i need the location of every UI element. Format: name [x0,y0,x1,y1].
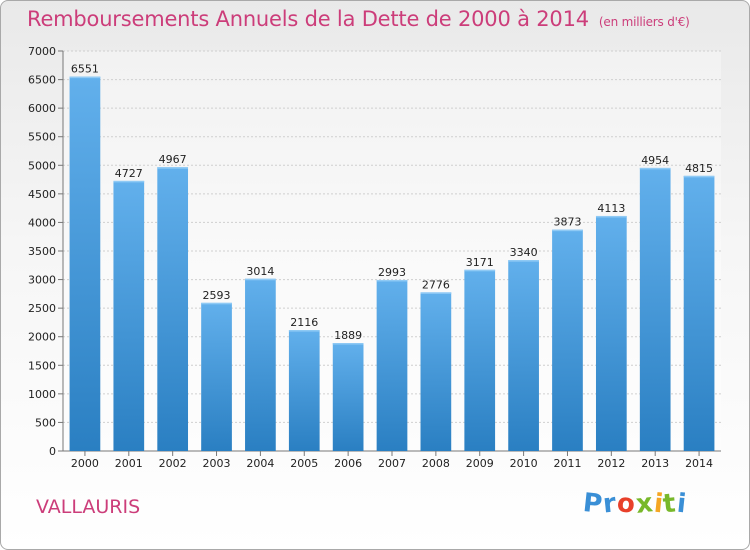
bar-highlight [508,260,539,262]
x-tick-label: 2001 [115,457,143,470]
bar-highlight [464,269,496,272]
bar-highlight [376,279,408,282]
bar-highlight [639,167,671,170]
data-label: 4113 [597,202,625,215]
x-tick-label: 2004 [246,457,274,470]
bar [508,260,539,451]
bar [639,167,671,451]
bar-highlight [157,167,189,169]
commune-name: VALLAURIS [36,496,141,518]
data-label: 2116 [290,316,318,329]
bar [113,180,145,451]
data-label: 3171 [466,256,494,269]
y-tick-label: 500 [35,416,56,429]
bar-highlight [683,175,715,178]
y-tick-label: 6500 [28,74,56,87]
data-label: 3014 [246,265,274,278]
bar-highlight [201,302,232,305]
bar-highlight [288,330,320,332]
x-tick-label: 2006 [334,457,362,470]
data-label: 4815 [685,162,713,175]
y-tick-label: 4000 [28,216,56,229]
x-tick-label: 2002 [159,457,187,470]
x-tick-label: 2003 [203,457,231,470]
bar [245,278,276,451]
y-tick-label: 7000 [28,45,56,58]
x-tick-label: 2012 [597,457,625,470]
data-label: 1889 [334,329,362,342]
bar [376,279,408,451]
data-label: 4954 [641,154,669,167]
bar-highlight [595,215,627,218]
bar-highlight [332,343,364,345]
x-tick-label: 2011 [553,457,581,470]
y-tick-label: 0 [49,445,56,458]
bar [69,76,101,452]
bar-highlight [113,180,145,183]
bar [157,167,189,451]
y-tick-label: 5500 [28,131,56,144]
chart-title-main: Remboursements Annuels de la Dette de 20… [27,7,589,31]
bar [332,343,364,451]
bar [595,215,627,451]
bar [464,269,496,451]
y-tick-label: 6000 [28,102,56,115]
y-tick-label: 3500 [28,245,56,258]
chart-title: Remboursements Annuels de la Dette de 20… [27,7,690,31]
bar [288,330,320,451]
bar-highlight [420,292,452,294]
x-tick-label: 2005 [290,457,318,470]
data-label: 2593 [203,289,231,302]
data-label: 3873 [553,216,581,229]
bar [420,292,452,451]
proxiti-logo: Proxiti [581,488,689,520]
y-tick-label: 1500 [28,359,56,372]
y-tick-label: 5000 [28,159,56,172]
y-tick-label: 4500 [28,188,56,201]
data-label: 4727 [115,167,143,180]
x-tick-label: 2013 [641,457,669,470]
bar-highlight [552,229,583,232]
y-tick-label: 1000 [28,388,56,401]
chart-title-unit: (en milliers d'€) [598,15,690,29]
data-label: 2993 [378,266,406,279]
data-label: 4967 [159,153,187,166]
y-tick-label: 2000 [28,331,56,344]
y-tick-label: 3000 [28,274,56,287]
x-tick-label: 2010 [510,457,538,470]
x-tick-label: 2009 [466,457,494,470]
x-tick-label: 2014 [685,457,713,470]
bar-highlight [245,278,276,281]
data-label: 2776 [422,278,450,291]
x-tick-label: 2007 [378,457,406,470]
data-label: 6551 [71,63,99,76]
data-label: 3340 [510,246,538,259]
bar-highlight [69,76,101,79]
bar [201,302,232,451]
x-tick-label: 2000 [71,457,99,470]
x-tick-label: 2008 [422,457,450,470]
y-tick-label: 2500 [28,302,56,315]
bar [552,229,583,451]
bar [683,175,715,451]
logo-letter: i [675,488,689,520]
